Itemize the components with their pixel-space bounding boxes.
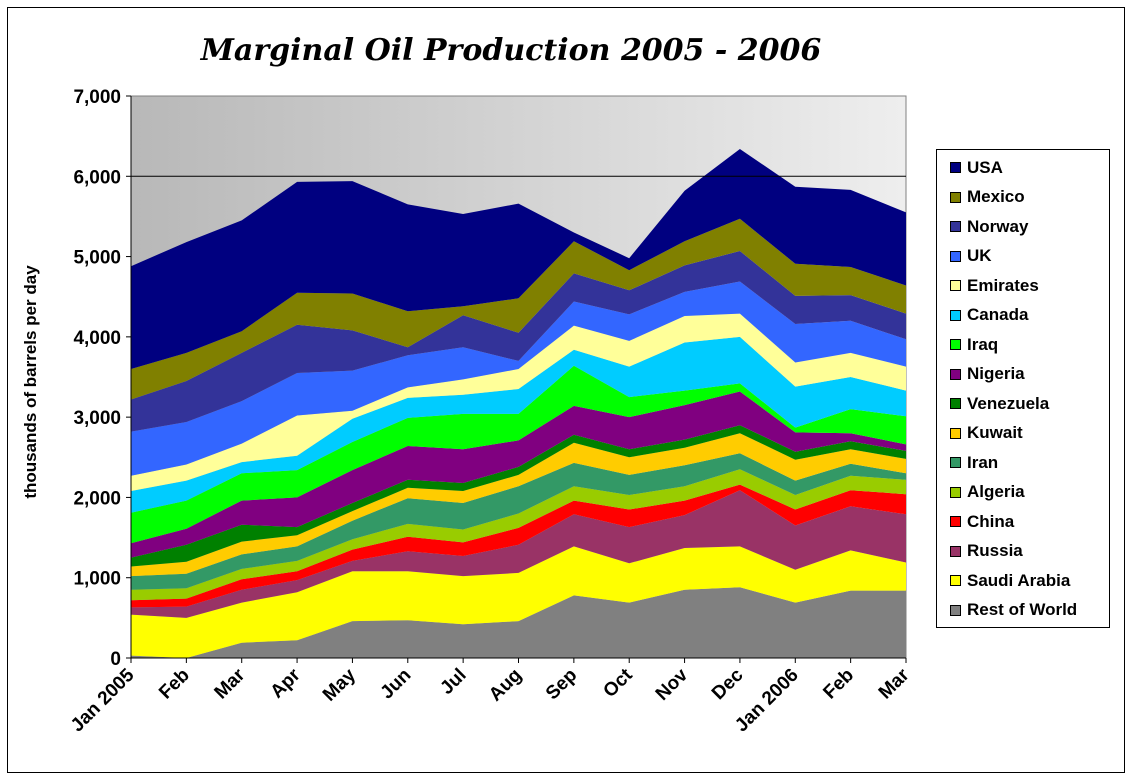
legend: USA Mexico Norway UK Emirates Canada Iraq Niger… bbox=[936, 149, 1110, 628]
legend-label: Canada bbox=[967, 305, 1029, 325]
legend-label: Saudi Arabia bbox=[967, 570, 1071, 590]
legend-swatch bbox=[950, 575, 961, 587]
x-tick-label: Oct bbox=[599, 664, 637, 702]
y-tick-label: 7,000 bbox=[73, 87, 121, 108]
legend-swatch bbox=[950, 516, 961, 528]
area-series-6 bbox=[131, 433, 906, 577]
y-tick-label: 0 bbox=[110, 649, 121, 670]
legend-swatch bbox=[950, 250, 961, 262]
y-tick-label: 4,000 bbox=[73, 328, 121, 349]
legend-label: Iran bbox=[967, 452, 999, 472]
area-series-group bbox=[131, 149, 906, 658]
legend-item: Rest of World bbox=[937, 596, 1109, 626]
x-tick-label: Feb bbox=[155, 665, 194, 704]
area-series-1 bbox=[131, 546, 906, 658]
legend-swatch bbox=[950, 191, 961, 203]
x-tick-label: May bbox=[319, 664, 360, 705]
legend-label: Rest of World bbox=[967, 600, 1078, 620]
chart-frame: Marginal Oil Production 2005 - 2006 thou… bbox=[7, 7, 1125, 773]
legend-item: Emirates bbox=[937, 271, 1109, 301]
legend-swatch bbox=[950, 545, 961, 557]
legend-item: China bbox=[937, 507, 1109, 537]
chart-title: Marginal Oil Production 2005 - 2006 bbox=[200, 33, 822, 68]
legend-label: Venezuela bbox=[967, 393, 1050, 413]
legend-swatch bbox=[950, 221, 961, 233]
y-axis-label: thousands of barrels per day bbox=[21, 265, 40, 499]
area-series-4 bbox=[131, 469, 906, 601]
x-tick-label: Jan 2005 bbox=[67, 664, 139, 736]
x-tick-label: Nov bbox=[652, 664, 693, 705]
legend-label: Norway bbox=[967, 216, 1029, 236]
legend-swatch bbox=[950, 457, 961, 469]
y-tick-label: 2,000 bbox=[73, 488, 121, 509]
legend-label: Russia bbox=[967, 541, 1023, 561]
area-series-13 bbox=[131, 251, 906, 432]
legend-label: China bbox=[967, 511, 1015, 531]
legend-item: Nigeria bbox=[937, 360, 1109, 390]
x-tick-label: Jul bbox=[436, 665, 470, 699]
y-tick-label: 1,000 bbox=[73, 569, 121, 590]
legend-swatch bbox=[950, 339, 961, 351]
legend-label: Nigeria bbox=[967, 364, 1025, 384]
y-tick-label: 5,000 bbox=[73, 248, 121, 269]
legend-item: Saudi Arabia bbox=[937, 566, 1109, 596]
legend-label: USA bbox=[967, 157, 1003, 177]
legend-swatch bbox=[950, 309, 961, 321]
x-tick-label: Sep bbox=[542, 665, 581, 704]
legend-swatch bbox=[950, 368, 961, 380]
legend-swatch bbox=[950, 280, 961, 292]
legend-swatch bbox=[950, 604, 961, 616]
area-series-15 bbox=[131, 149, 906, 369]
y-tick-label: 6,000 bbox=[73, 167, 121, 188]
legend-item: Mexico bbox=[937, 183, 1109, 213]
x-tick-label: Apr bbox=[267, 664, 305, 702]
legend-item: Iran bbox=[937, 448, 1109, 478]
legend-label: Emirates bbox=[967, 275, 1039, 295]
x-tick-labels: Jan 2005 Feb Mar Apr May Jun Jul Aug Sep Oct Nov De… bbox=[67, 664, 914, 736]
x-tick-label: Dec bbox=[708, 664, 748, 704]
legend-item: Algeria bbox=[937, 478, 1109, 508]
legend-item: Venezuela bbox=[937, 389, 1109, 419]
legend-swatch bbox=[950, 398, 961, 410]
y-tick-label: 3,000 bbox=[73, 408, 121, 429]
area-series-10 bbox=[131, 336, 906, 513]
legend-swatch bbox=[950, 162, 961, 174]
area-series-2 bbox=[131, 490, 906, 618]
area-series-0 bbox=[131, 587, 906, 658]
area-series-14 bbox=[131, 218, 906, 400]
legend-item: Kuwait bbox=[937, 419, 1109, 449]
x-tick-label: Mar bbox=[875, 664, 914, 703]
legend-item: Norway bbox=[937, 212, 1109, 242]
x-tick-label: Mar bbox=[211, 664, 250, 703]
legend-item: USA bbox=[937, 153, 1109, 183]
legend-label: UK bbox=[967, 246, 992, 266]
chart-svg: Marginal Oil Production 2005 - 2006 thou… bbox=[21, 33, 914, 736]
legend-item: UK bbox=[937, 242, 1109, 272]
area-series-3 bbox=[131, 484, 906, 608]
legend-label: Algeria bbox=[967, 482, 1025, 502]
x-tick-label: Feb bbox=[819, 665, 858, 704]
legend-label: Mexico bbox=[967, 187, 1025, 207]
legend-label: Iraq bbox=[967, 334, 999, 354]
area-series-5 bbox=[131, 453, 906, 590]
x-tick-label: Jun bbox=[377, 665, 416, 704]
axes bbox=[126, 95, 907, 663]
legend-swatch bbox=[950, 486, 961, 498]
x-tick-label: Aug bbox=[485, 665, 526, 706]
legend-item: Russia bbox=[937, 537, 1109, 567]
area-series-7 bbox=[131, 425, 906, 567]
legend-swatch bbox=[950, 427, 961, 439]
legend-item: Canada bbox=[937, 301, 1109, 331]
legend-label: Kuwait bbox=[967, 423, 1023, 443]
legend-item: Iraq bbox=[937, 330, 1109, 360]
area-series-12 bbox=[131, 281, 906, 476]
y-tick-labels: 0 1,000 2,000 3,000 4,000 5,000 6,000 7,000 bbox=[73, 87, 121, 670]
